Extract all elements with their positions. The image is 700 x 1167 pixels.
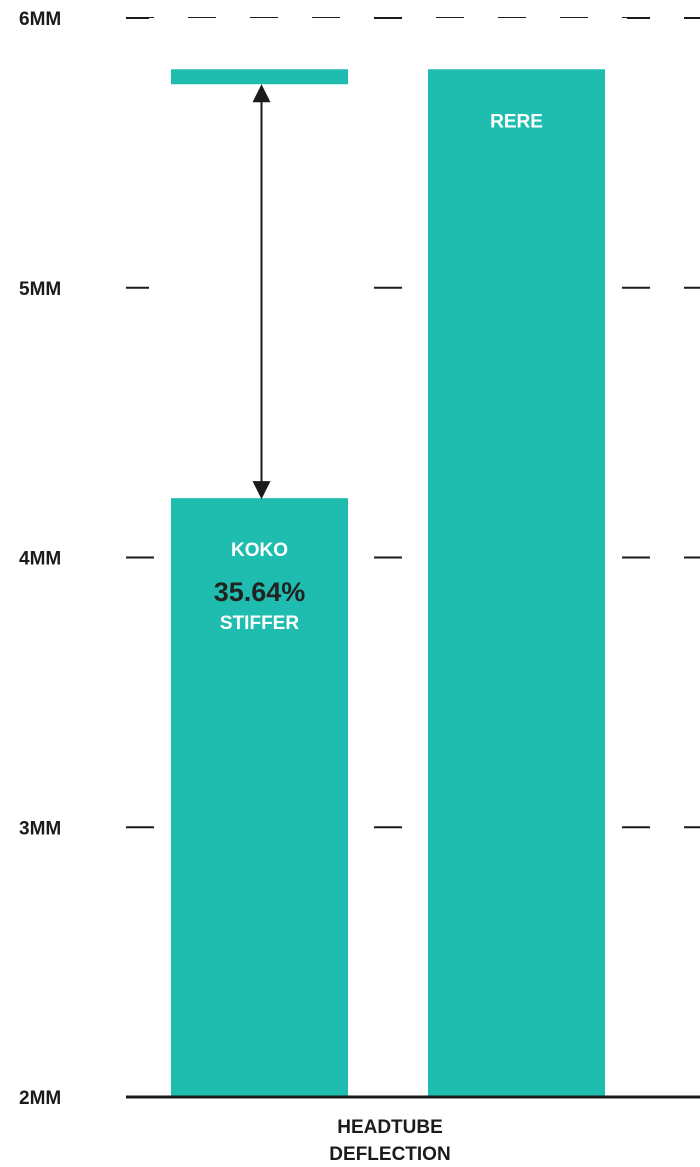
y-tick-label: 3MM	[19, 818, 61, 839]
stiffness-value: 35.64%	[214, 577, 306, 607]
x-axis-label: HEADTUBE	[337, 1117, 443, 1138]
bar-category-label: RERE	[490, 111, 543, 132]
reference-marker	[171, 69, 348, 85]
y-tick-label: 5MM	[19, 279, 61, 300]
bar-gap	[149, 18, 370, 499]
bar	[428, 69, 605, 1098]
bar-category-label: KOKO	[231, 540, 288, 561]
y-tick-label: 6MM	[19, 9, 61, 30]
stiffness-label: STIFFER	[220, 613, 299, 634]
bar-gap	[406, 18, 627, 70]
axes: 2MM 3MM 4MM 5MM 6MM HEADTUBE DEFLECTION	[19, 9, 700, 1165]
x-axis-label: DEFLECTION	[329, 1144, 450, 1165]
y-tick-label: 4MM	[19, 549, 61, 570]
bars	[171, 69, 605, 1098]
bar	[171, 498, 348, 1097]
annotations: KOKO RERE 35.64% STIFFER	[214, 84, 543, 634]
y-tick-label: 2MM	[19, 1088, 61, 1109]
